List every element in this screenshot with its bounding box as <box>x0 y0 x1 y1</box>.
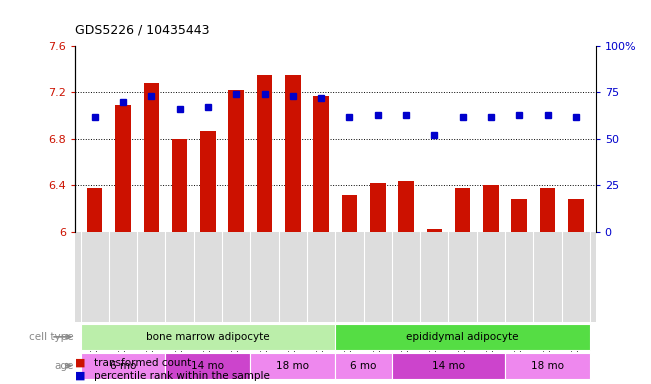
Bar <box>285 75 301 232</box>
Bar <box>540 188 555 232</box>
Text: transformed count: transformed count <box>94 358 191 368</box>
Bar <box>143 83 159 232</box>
Text: cell type: cell type <box>29 332 74 342</box>
Bar <box>172 139 187 232</box>
Bar <box>335 324 590 350</box>
Bar <box>342 195 357 232</box>
Text: 6 mo: 6 mo <box>350 361 377 371</box>
Bar <box>229 90 244 232</box>
Text: epididymal adipocyte: epididymal adipocyte <box>406 332 519 342</box>
Text: bone marrow adipocyte: bone marrow adipocyte <box>146 332 270 342</box>
Text: 6 mo: 6 mo <box>110 361 136 371</box>
Bar <box>483 185 499 232</box>
Text: 14 mo: 14 mo <box>191 361 225 371</box>
Bar <box>568 199 584 232</box>
Bar <box>313 96 329 232</box>
Text: 18 mo: 18 mo <box>276 361 309 371</box>
Text: age: age <box>54 361 74 371</box>
Bar <box>200 131 215 232</box>
Text: percentile rank within the sample: percentile rank within the sample <box>94 371 270 381</box>
Bar <box>87 188 102 232</box>
Bar <box>505 353 590 379</box>
Bar <box>81 324 335 350</box>
Bar <box>398 180 414 232</box>
Bar <box>165 353 251 379</box>
Text: ■: ■ <box>75 371 85 381</box>
Bar <box>512 199 527 232</box>
Text: 14 mo: 14 mo <box>432 361 465 371</box>
Bar <box>392 353 505 379</box>
Text: ■: ■ <box>75 358 85 368</box>
Bar <box>251 353 335 379</box>
Bar <box>426 229 442 232</box>
Text: 18 mo: 18 mo <box>531 361 564 371</box>
Bar <box>335 353 392 379</box>
Bar <box>370 183 385 232</box>
Bar <box>455 188 471 232</box>
Text: GDS5226 / 10435443: GDS5226 / 10435443 <box>75 23 210 36</box>
Bar <box>115 105 131 232</box>
Bar <box>81 353 165 379</box>
Bar <box>256 75 272 232</box>
